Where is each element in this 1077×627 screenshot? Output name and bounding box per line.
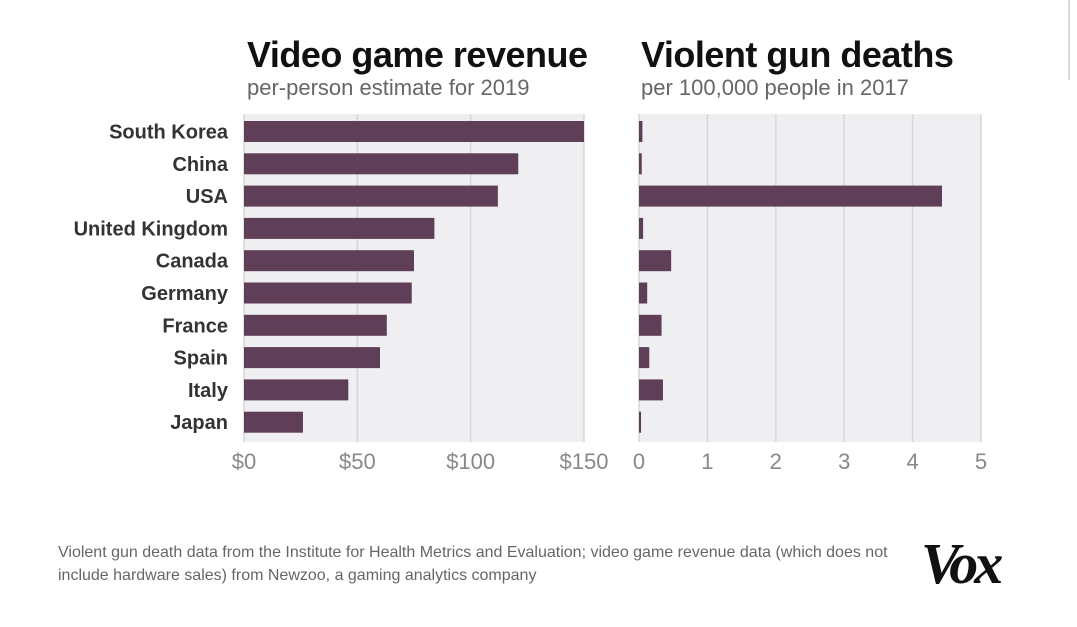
right-chart-subtitle: per 100,000 people in 2017: [641, 75, 909, 100]
category-label-usa: USA: [186, 186, 228, 208]
category-label-china: China: [172, 154, 228, 176]
category-label-france: France: [162, 315, 228, 337]
vox-logo: Vox: [921, 531, 1003, 596]
gun-deaths-bar-united-kingdom: [639, 217, 644, 239]
revenue-tick-label-0: $0: [232, 449, 256, 474]
gun-deaths-tick-label-3: 3: [838, 449, 850, 474]
gun-deaths-bar-canada: [639, 250, 672, 272]
gun-deaths-bar-japan: [639, 411, 642, 433]
gun-deaths-bar-germany: [639, 282, 648, 304]
revenue-bar-italy: [244, 379, 349, 401]
category-label-italy: Italy: [188, 380, 229, 402]
gun-deaths-bar-china: [639, 153, 642, 175]
category-label-spain: Spain: [174, 348, 228, 370]
left-chart-title: Video game revenue: [247, 34, 588, 75]
revenue-bar-spain: [244, 347, 380, 369]
gun-deaths-bar-france: [639, 314, 662, 336]
revenue-tick-label-2: $100: [446, 449, 495, 474]
revenue-bar-japan: [244, 411, 303, 433]
gun-deaths-tick-label-2: 2: [770, 449, 782, 474]
revenue-bar-usa: [244, 185, 498, 207]
revenue-tick-label-3: $150: [560, 449, 609, 474]
revenue-bar-china: [244, 153, 519, 175]
category-label-united-kingdom: United Kingdom: [74, 218, 228, 240]
category-label-japan: Japan: [170, 412, 228, 434]
gun-deaths-bar-italy: [639, 379, 663, 401]
right-chart-title: Violent gun deaths: [641, 34, 954, 75]
gun-deaths-tick-label-1: 1: [701, 449, 713, 474]
gun-deaths-plot-background: [639, 114, 981, 442]
revenue-tick-label-1: $50: [339, 449, 376, 474]
gun-deaths-tick-label-0: 0: [633, 449, 645, 474]
revenue-bar-canada: [244, 250, 414, 272]
gun-deaths-bar-south-korea: [639, 121, 643, 142]
left-chart-subtitle: per-person estimate for 2019: [247, 75, 530, 100]
source-note: Violent gun death data from the Institut…: [58, 544, 888, 584]
gun-deaths-tick-label-4: 4: [906, 449, 918, 474]
revenue-bar-united-kingdom: [244, 217, 435, 239]
revenue-bar-germany: [244, 282, 412, 304]
gun-deaths-bar-spain: [639, 347, 650, 369]
revenue-bar-france: [244, 314, 387, 336]
revenue-bar-south-korea: [244, 121, 584, 142]
category-label-germany: Germany: [141, 283, 229, 305]
category-label-canada: Canada: [156, 251, 229, 273]
category-label-south-korea: South Korea: [109, 122, 229, 144]
scroll-edge-line: [1068, 0, 1070, 80]
gun-deaths-bar-usa: [639, 185, 943, 207]
gun-deaths-tick-label-5: 5: [975, 449, 987, 474]
